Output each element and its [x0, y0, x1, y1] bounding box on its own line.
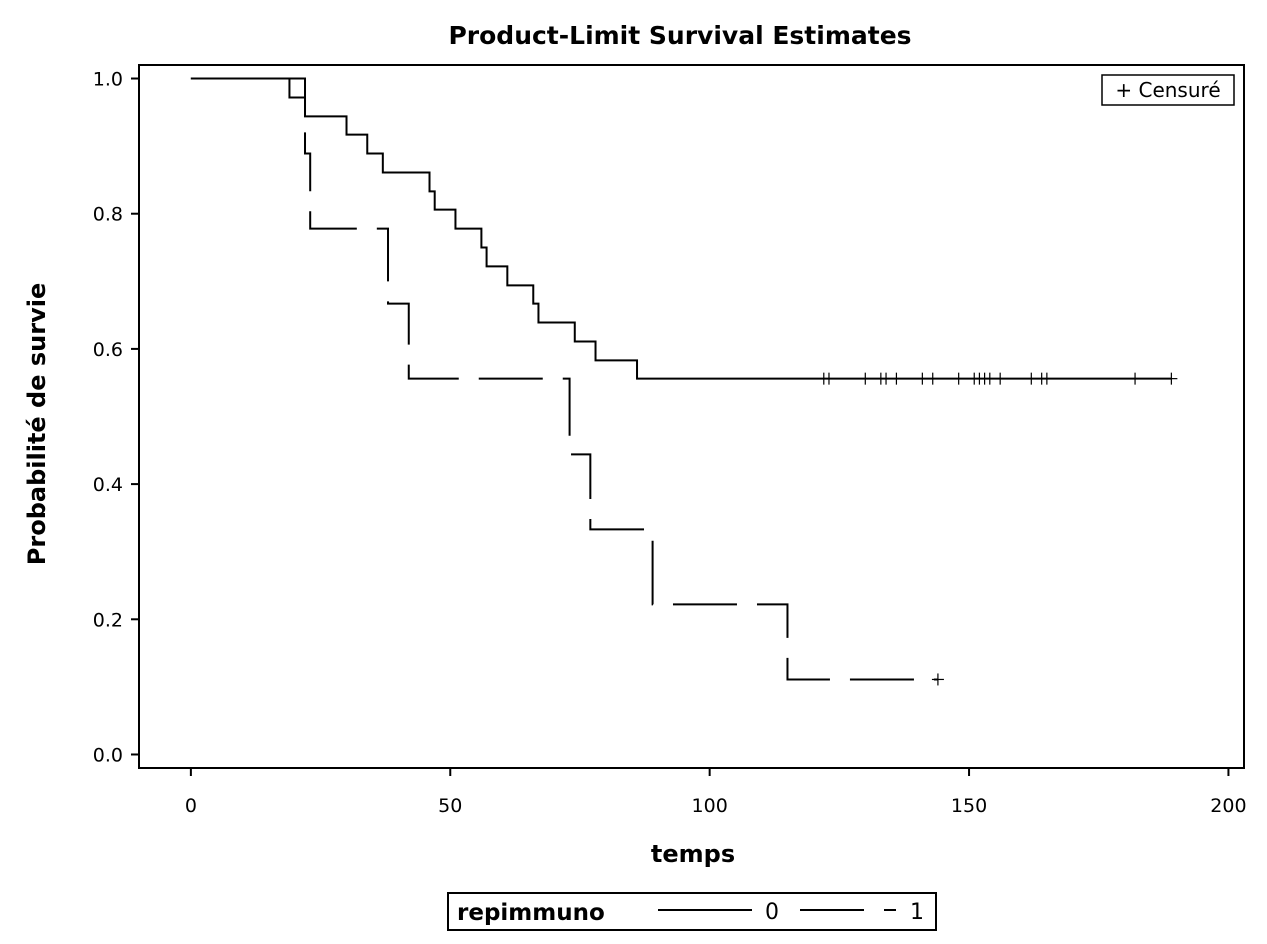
censor-mark: [1129, 372, 1142, 385]
chart-title: Product-Limit Survival Estimates: [448, 21, 911, 50]
y-tick-label: 0.8: [93, 204, 123, 226]
censor-mark: [890, 372, 903, 385]
censor-legend-box: [1101, 74, 1235, 106]
censor-mark: [859, 372, 872, 385]
censor-mark: [1165, 372, 1178, 385]
x-tick-label: 50: [438, 795, 462, 817]
legend-label-series-1: 1: [910, 900, 924, 925]
censor-mark: [926, 372, 939, 385]
x-tick-label: 100: [692, 795, 728, 817]
series-legend-box: [447, 892, 937, 931]
censor-mark: [994, 372, 1007, 385]
censor-mark: [952, 372, 965, 385]
censor-mark: [822, 372, 835, 385]
x-tick-label: 0: [185, 795, 197, 817]
censor-mark: [880, 372, 893, 385]
series-line-1: [190, 77, 938, 681]
plot-frame: [138, 64, 1245, 769]
y-axis-label: Probabilité de survie: [23, 283, 51, 565]
x-tick-label: 150: [951, 795, 987, 817]
x-axis-label: temps: [651, 840, 735, 868]
x-tick-label: 200: [1210, 795, 1246, 817]
y-tick-label: 1.0: [93, 69, 123, 91]
legend-title: repimmuno: [457, 900, 605, 926]
legend-label-series-0: 0: [765, 900, 779, 925]
series-legend: repimmuno 0 1: [447, 892, 937, 931]
censor-mark: [931, 673, 944, 686]
censor-mark: [1040, 372, 1053, 385]
y-axis: 0.0 0.2 0.4 0.6 0.8 1.0: [93, 69, 139, 766]
censor-mark: [1025, 372, 1038, 385]
y-tick-label: 0.2: [93, 609, 123, 631]
y-tick-label: 0.6: [93, 339, 123, 361]
censor-mark: [916, 372, 929, 385]
y-tick-label: 0.4: [93, 474, 123, 496]
y-tick-label: 0.0: [93, 744, 123, 766]
x-axis: 0 50 100 150 200: [185, 768, 1247, 817]
censor-mark: [983, 372, 996, 385]
censor-legend: + Censuré: [1101, 74, 1235, 106]
series-line-0: [190, 77, 1172, 380]
series-layer: [190, 77, 1178, 686]
censor-legend-label: + Censuré: [1115, 78, 1220, 102]
